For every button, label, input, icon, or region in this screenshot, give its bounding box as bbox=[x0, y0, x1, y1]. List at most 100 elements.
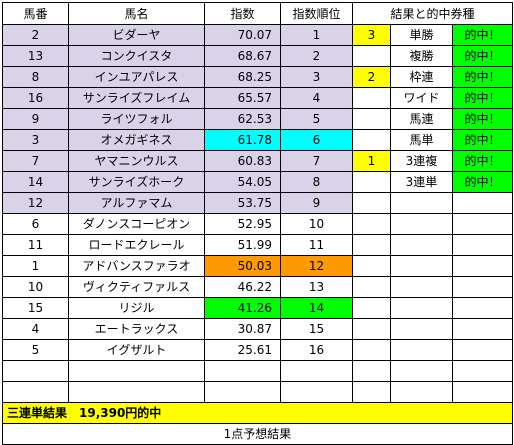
cell-ticket: ワイド bbox=[390, 87, 453, 109]
cell-name: イグザルト bbox=[68, 339, 205, 361]
cell-hit: 的中！ bbox=[452, 171, 513, 193]
cell-name: エートラックス bbox=[68, 318, 205, 340]
cell-name: ライツフォル bbox=[68, 108, 205, 130]
table-row: 11 ロードエクレール 51.99 11 bbox=[2, 234, 513, 256]
cell-number: 7 bbox=[2, 150, 69, 172]
cell-index: 46.22 bbox=[204, 276, 281, 298]
cell-rank: 1 bbox=[280, 24, 353, 46]
cell-number: 2 bbox=[2, 24, 69, 46]
empty-cell bbox=[452, 360, 513, 382]
cell-index: 65.57 bbox=[204, 87, 281, 109]
cell-rank: 5 bbox=[280, 108, 353, 130]
cell-number: 10 bbox=[2, 276, 69, 298]
cell-name: コンクイスタ bbox=[68, 45, 205, 67]
cell-name: インユアパレス bbox=[68, 66, 205, 88]
cell-number: 5 bbox=[2, 339, 69, 361]
cell-name: ヴィクティファルス bbox=[68, 276, 205, 298]
cell-number: 11 bbox=[2, 234, 69, 256]
empty-cell bbox=[204, 381, 281, 403]
cell-index: 52.95 bbox=[204, 213, 281, 235]
table-row: 13 コンクイスタ 68.67 2 複勝 的中！ bbox=[2, 45, 513, 67]
cell-index: 70.07 bbox=[204, 24, 281, 46]
empty-cell bbox=[68, 360, 205, 382]
cell-ticket: 馬連 bbox=[390, 108, 453, 130]
cell-ticket: 馬単 bbox=[390, 129, 453, 151]
cell-place bbox=[352, 318, 391, 340]
cell-ticket bbox=[390, 318, 453, 340]
cell-name: アルファマム bbox=[68, 192, 205, 214]
cell-index: 51.99 bbox=[204, 234, 281, 256]
cell-number: 13 bbox=[2, 45, 69, 67]
cell-index: 68.67 bbox=[204, 45, 281, 67]
cell-name: サンライズホーク bbox=[68, 171, 205, 193]
cell-hit: 的中！ bbox=[452, 129, 513, 151]
cell-number: 14 bbox=[2, 171, 69, 193]
cell-hit bbox=[452, 297, 513, 319]
cell-place bbox=[352, 297, 391, 319]
cell-hit bbox=[452, 213, 513, 235]
cell-hit: 的中！ bbox=[452, 45, 513, 67]
cell-rank: 12 bbox=[280, 255, 353, 277]
result-summary: 三連単結果 19,390円的中 bbox=[2, 402, 513, 424]
cell-number: 15 bbox=[2, 297, 69, 319]
cell-index: 41.26 bbox=[204, 297, 281, 319]
cell-name: ロードエクレール bbox=[68, 234, 205, 256]
cell-rank: 6 bbox=[280, 129, 353, 151]
header-number: 馬番 bbox=[2, 2, 69, 25]
cell-rank: 7 bbox=[280, 150, 353, 172]
cell-name: ビダーヤ bbox=[68, 24, 205, 46]
cell-ticket: 複勝 bbox=[390, 45, 453, 67]
cell-rank: 4 bbox=[280, 87, 353, 109]
cell-rank: 11 bbox=[280, 234, 353, 256]
empty-cell bbox=[352, 381, 391, 403]
cell-index: 50.03 bbox=[204, 255, 281, 277]
cell-name: サンライズフレイム bbox=[68, 87, 205, 109]
table-row: 12 アルファマム 53.75 9 bbox=[2, 192, 513, 214]
cell-rank: 15 bbox=[280, 318, 353, 340]
cell-rank: 16 bbox=[280, 339, 353, 361]
cell-place bbox=[352, 108, 391, 130]
cell-ticket bbox=[390, 234, 453, 256]
cell-hit bbox=[452, 255, 513, 277]
cell-hit: 的中！ bbox=[452, 150, 513, 172]
cell-ticket: 3連単 bbox=[390, 171, 453, 193]
header-name: 馬名 bbox=[68, 2, 205, 25]
cell-number: 8 bbox=[2, 66, 69, 88]
cell-index: 62.53 bbox=[204, 108, 281, 130]
table-row: 1 アドバンスファラオ 50.03 12 bbox=[2, 255, 513, 277]
cell-hit: 的中！ bbox=[452, 108, 513, 130]
cell-ticket: 枠連 bbox=[390, 66, 453, 88]
empty-cell bbox=[2, 381, 69, 403]
table-row: 6 ダノンスコーピオン 52.95 10 bbox=[2, 213, 513, 235]
cell-rank: 9 bbox=[280, 192, 353, 214]
empty-cell bbox=[452, 381, 513, 403]
cell-number: 12 bbox=[2, 192, 69, 214]
cell-rank: 3 bbox=[280, 66, 353, 88]
cell-hit: 的中！ bbox=[452, 87, 513, 109]
cell-index: 61.78 bbox=[204, 129, 281, 151]
empty-cell bbox=[2, 360, 69, 382]
cell-number: 1 bbox=[2, 255, 69, 277]
cell-place: 3 bbox=[352, 24, 391, 46]
cell-name: リジル bbox=[68, 297, 205, 319]
empty-cell bbox=[280, 381, 353, 403]
cell-hit: 的中！ bbox=[452, 24, 513, 46]
header-rank: 指数順位 bbox=[280, 2, 353, 25]
table-row: 10 ヴィクティファルス 46.22 13 bbox=[2, 276, 513, 298]
cell-ticket bbox=[390, 339, 453, 361]
cell-index: 53.75 bbox=[204, 192, 281, 214]
cell-hit bbox=[452, 339, 513, 361]
table-row: 3 オメガギネス 61.78 6 馬単 的中！ bbox=[2, 129, 513, 151]
result-summary-row: 三連単結果 19,390円的中 bbox=[2, 402, 513, 424]
empty-cell bbox=[390, 381, 453, 403]
cell-place bbox=[352, 171, 391, 193]
cell-number: 4 bbox=[2, 318, 69, 340]
cell-place: 2 bbox=[352, 66, 391, 88]
cell-place bbox=[352, 129, 391, 151]
table-row: 7 ヤマニンウルス 60.83 7 1 3連複 的中！ bbox=[2, 150, 513, 172]
footer-row: 1点予想結果 bbox=[2, 423, 513, 445]
cell-name: ダノンスコーピオン bbox=[68, 213, 205, 235]
header-row: 馬番 馬名 指数 指数順位 結果と的中券種 bbox=[2, 2, 513, 25]
empty-cell bbox=[204, 360, 281, 382]
